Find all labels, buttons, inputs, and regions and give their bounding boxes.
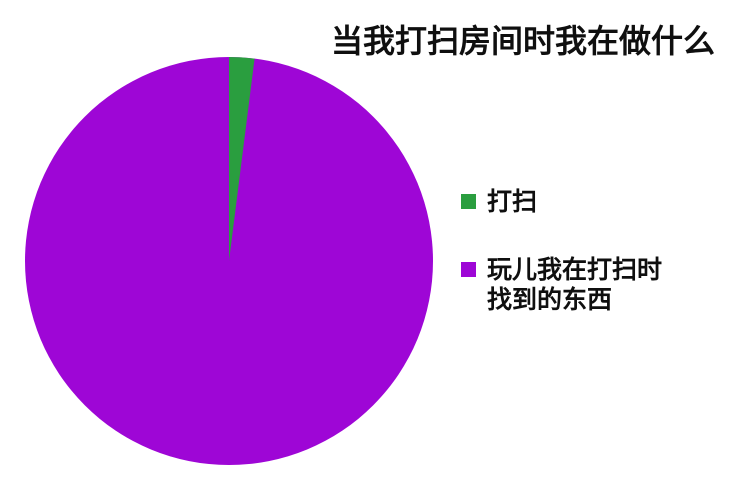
legend-item-play: 玩儿我在打扫时 找到的东西 [461, 255, 662, 315]
legend-swatch-play [461, 262, 476, 277]
legend-swatch-clean [461, 194, 476, 209]
legend-label-line: 找到的东西 [487, 286, 613, 314]
chart-title: 当我打扫房间时我在做什么 [331, 23, 716, 59]
pie-chart [25, 57, 433, 465]
legend-label-clean: 打扫 [487, 187, 537, 217]
legend-label-line: 玩儿我在打扫时 [487, 256, 663, 284]
legend-label-play: 玩儿我在打扫时 找到的东西 [487, 255, 662, 315]
pie-slice-clean [229, 57, 255, 261]
legend-label-line: 打扫 [487, 188, 538, 216]
legend-item-clean: 打扫 [461, 187, 537, 217]
